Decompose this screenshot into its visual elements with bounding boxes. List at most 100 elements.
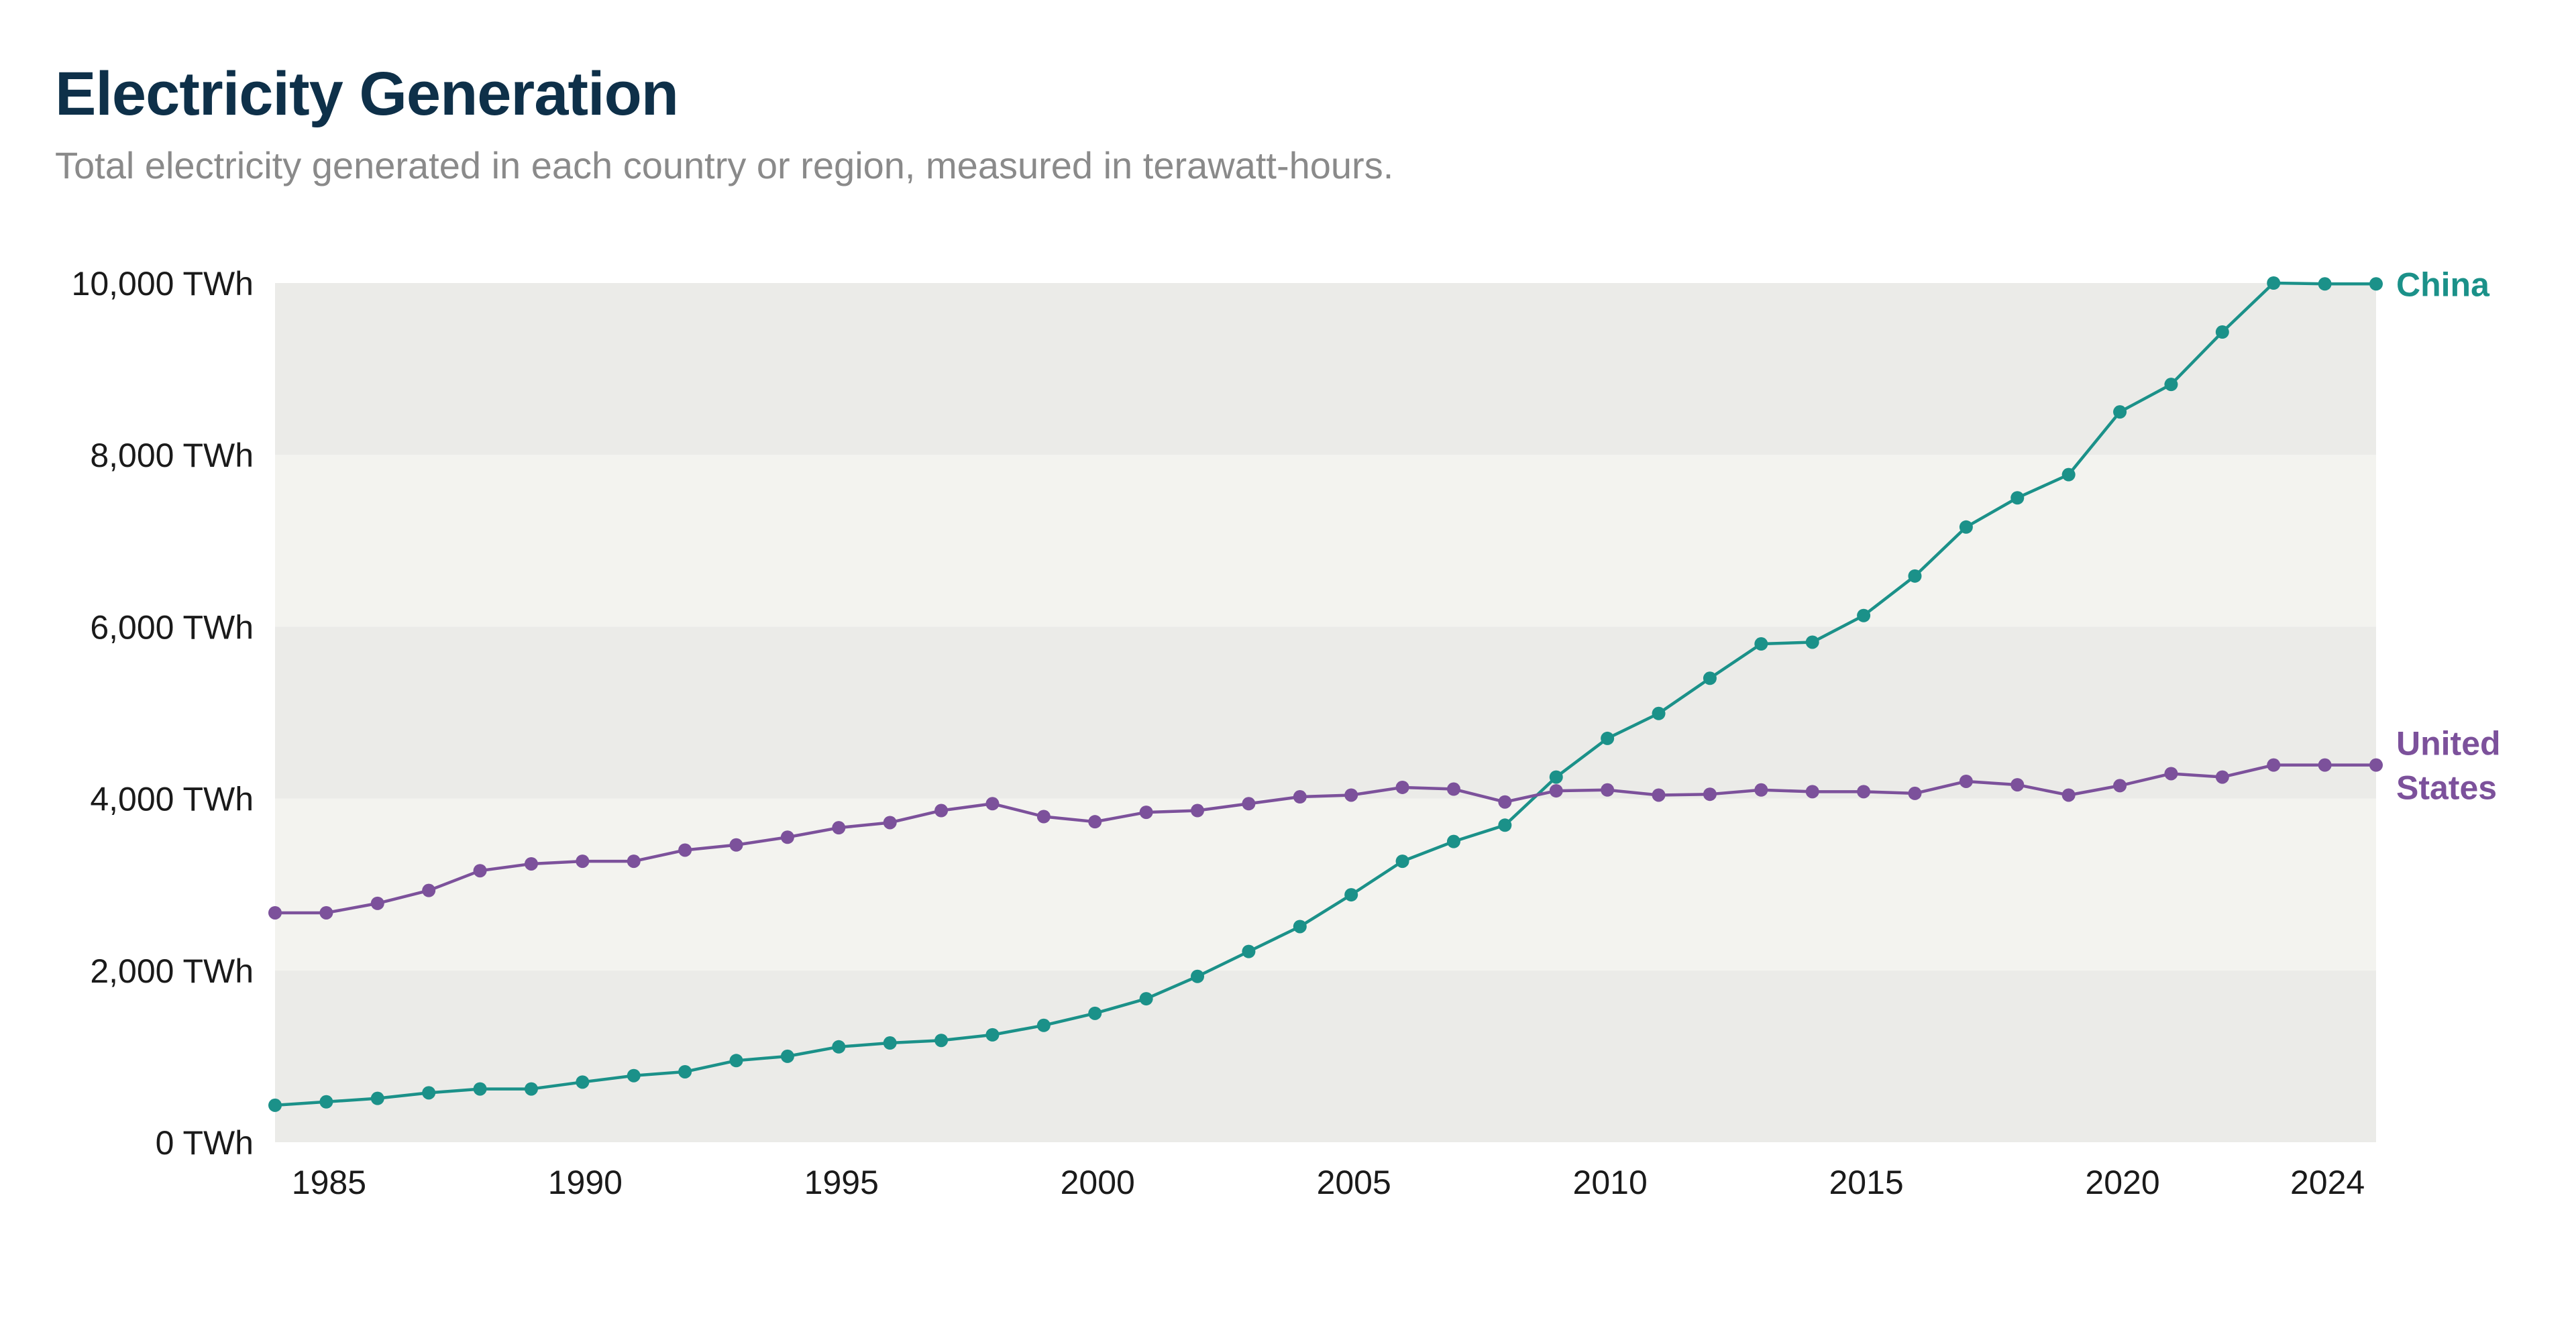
china-point [1293,920,1307,934]
united-states-point [370,896,384,910]
united-states-point [1446,782,1460,796]
united-states-point [1395,780,1409,794]
united-states-point [832,821,846,835]
china-point [1601,731,1615,745]
china-point [268,1098,282,1112]
china-point [832,1040,846,1054]
united-states-point [1754,783,1768,797]
united-states-point [2061,788,2076,802]
china-point [934,1034,949,1048]
united-states-point [883,816,897,830]
y-tick-label: 4,000 TWh [90,781,254,818]
united-states-point [1908,786,1922,800]
china-point [2215,325,2229,339]
united-states-point [1139,806,1153,820]
united-states-point [1498,795,1512,809]
united-states-point [2215,770,2229,784]
china-point [1549,770,1563,784]
united-states-label-line: States [2396,769,2497,807]
x-tick-label: 2010 [1573,1164,1648,1201]
united-states-point [1959,774,1973,788]
united-states-label: United States [2396,725,2501,807]
united-states-point [2010,778,2025,792]
united-states-point [729,838,743,852]
united-states-line [275,763,2376,915]
china-point [1908,569,1922,583]
y-axis: 0 TWh 2,000 TWh 4,000 TWh 6,000 TWh 8,000 TW… [72,265,254,1162]
grid-band [275,455,2376,627]
china-point [1139,992,1153,1006]
china-point [1446,834,1460,848]
china-point [1805,635,1819,649]
china-label-line: China [2396,266,2490,303]
china-line [274,281,2376,1107]
china-point [1395,854,1409,869]
united-states-point [1857,785,1871,799]
y-tick-label: 2,000 TWh [90,952,254,990]
united-states-point [473,864,487,878]
united-states-point [1549,784,1563,798]
united-states-point [1036,810,1051,824]
grid-band [275,283,2376,455]
y-tick-label: 0 TWh [156,1124,254,1162]
grid-bands [275,283,2376,1142]
united-states-point [1703,787,1717,801]
united-states-point [1088,815,1102,829]
china-point [1498,818,1512,832]
united-states-point [1601,783,1615,797]
united-states-point [319,905,333,920]
grid-band [275,626,2376,799]
united-states-point [2267,758,2281,772]
china-point [473,1082,487,1096]
page-subtitle: Total electricity generated in each coun… [55,144,1394,186]
x-tick-label: 2005 [1317,1164,1391,1201]
united-states-point [1191,804,1205,818]
united-states-point [524,856,538,871]
x-tick-label: 2015 [1829,1164,1903,1201]
china-point [1191,969,1205,983]
united-states-point [2318,758,2332,772]
united-states-point [1652,788,1666,802]
china-point [1344,888,1358,902]
china-point [2010,491,2025,505]
series-lines [268,276,2383,1112]
china-point [729,1054,743,1068]
china-point [1652,706,1666,720]
china-point [422,1086,436,1100]
china-point [1754,637,1768,651]
united-states-point [2369,758,2383,772]
china-point [1242,944,1256,958]
china-point [576,1075,590,1089]
china-point [883,1036,897,1050]
page-title: Electricity Generation [55,60,679,128]
china-point [1857,608,1871,622]
china-point [2164,378,2178,392]
china-label: China [2396,266,2490,303]
united-states-point [1805,785,1819,799]
grid-band [275,970,2376,1142]
x-tick-label: 1985 [292,1164,366,1201]
united-states-point [1293,790,1307,804]
china-point [985,1028,1000,1042]
united-states-point [678,843,692,857]
x-tick-label: 2000 [1061,1164,1135,1201]
grid-band [275,798,2376,971]
china-point [780,1049,794,1063]
china-point [2267,276,2281,290]
china-point [678,1064,692,1078]
y-tick-label: 8,000 TWh [90,437,254,474]
united-states-point [627,854,641,869]
united-states-point [934,804,949,818]
china-point [1088,1006,1102,1020]
china-point [627,1068,641,1083]
series-labels: China United States [2396,266,2501,806]
china-point [2113,405,2127,419]
united-states-point [2164,767,2178,781]
china-point [1959,520,1973,534]
china-point [2061,467,2076,482]
united-states-point [576,854,590,869]
y-tick-label: 10,000 TWh [72,265,254,302]
china-point [524,1082,538,1096]
china-point [1036,1018,1051,1032]
